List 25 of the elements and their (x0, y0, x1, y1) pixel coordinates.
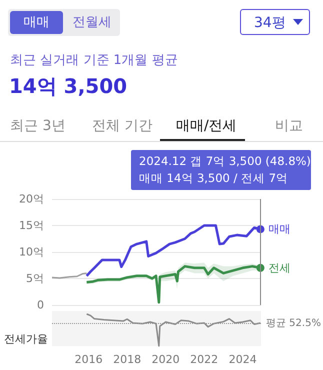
text: 최근 실거래 기준 1개월 평균 (10, 52, 178, 69)
text: 34평 (254, 14, 286, 32)
text: 매매 14억 3,500 / 전세 7억 (139, 170, 290, 187)
x-tick-label: 2020 (152, 353, 180, 366)
text: 매매/전세 (176, 117, 237, 135)
x-tick-label: 2016 (74, 353, 103, 366)
text: 2024.12 갭 7억 3,500 (48.8%) (139, 153, 311, 170)
text: 전월세 (72, 14, 112, 32)
x-tick-label: 2024 (228, 353, 257, 366)
series-label: 전세 (268, 261, 290, 274)
y-tick-label: 10억 (19, 246, 44, 258)
x-tick-label: 2018 (113, 353, 142, 366)
x-tick-label: 2022 (190, 353, 218, 366)
y-tick-label: 20억 (19, 192, 44, 206)
ref-line-label: 평균 52.5% (266, 318, 321, 330)
y-tick-label: 0 (37, 298, 44, 312)
series-label: 매매 (268, 222, 290, 236)
y-tick-label: 15억 (19, 219, 44, 232)
text: 최근 3년 (10, 117, 66, 135)
text: 14억 3,500 (9, 73, 128, 100)
y-axis-title: 전세가율 (4, 332, 48, 346)
text: 전체 기간 (92, 117, 152, 135)
text: 매매 (10, 11, 63, 34)
y-tick-label: 5억 (26, 272, 44, 285)
text: 비교 (275, 117, 303, 135)
